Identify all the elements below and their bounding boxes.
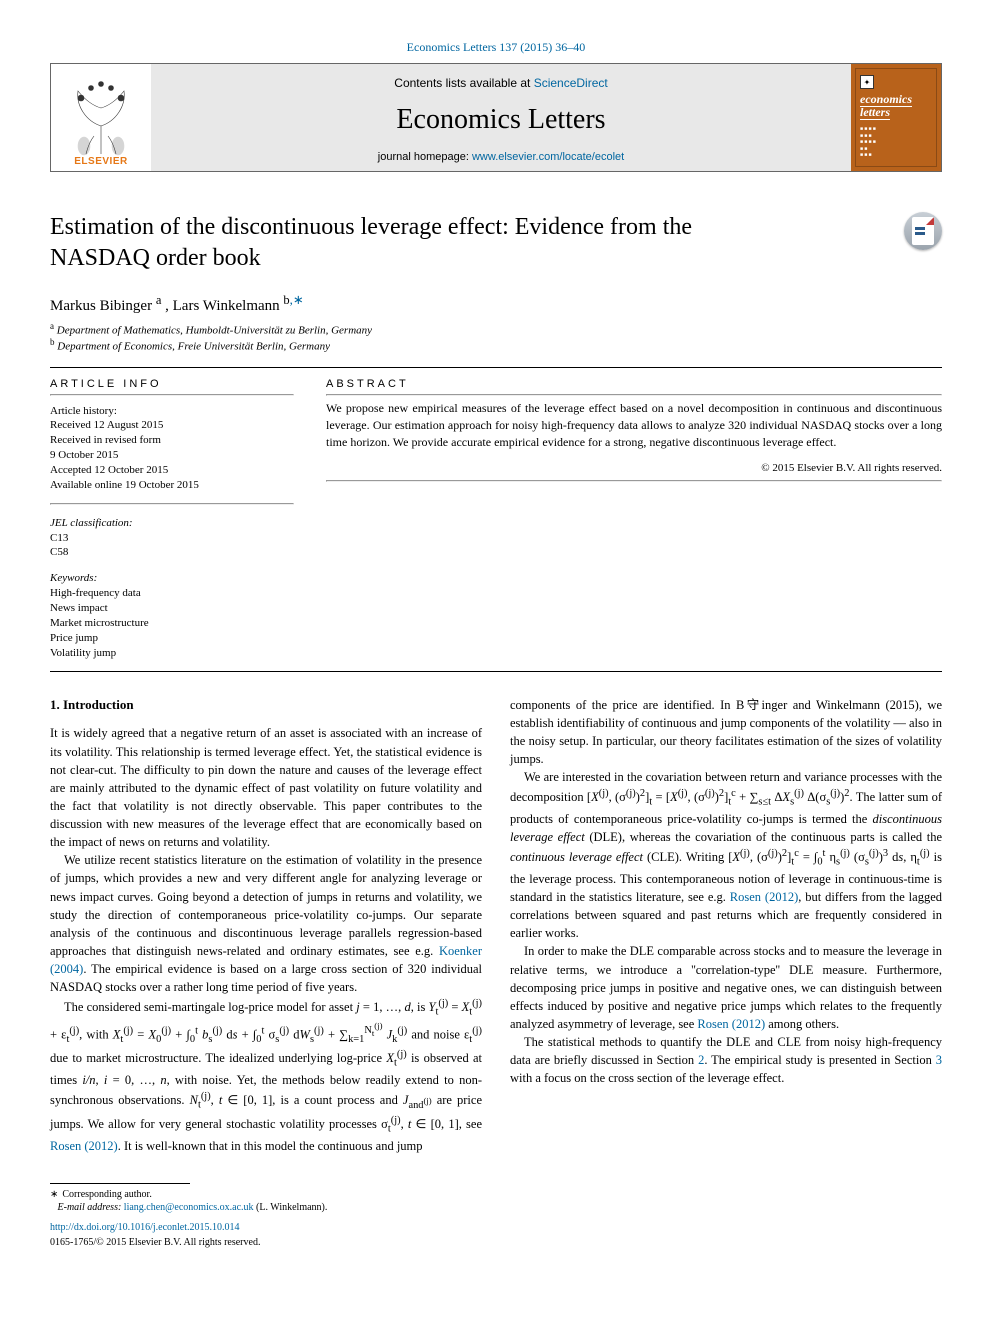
affiliations: a Department of Mathematics, Humboldt-Un… bbox=[50, 321, 942, 352]
corresponding-mark-icon: ,∗ bbox=[290, 292, 304, 307]
footnotes: ∗ Corresponding author. E-mail address: … bbox=[50, 1183, 482, 1250]
affiliation-b: b Department of Economics, Freie Univers… bbox=[50, 337, 942, 353]
para-l2: We utilize recent statistics literature … bbox=[50, 851, 482, 996]
ref-koenker[interactable]: Koenker (2004) bbox=[50, 944, 482, 976]
journal-name: Economics Letters bbox=[396, 104, 605, 136]
abstract-column: ABSTRACT We propose new empirical measur… bbox=[310, 368, 942, 671]
para-l3: The considered semi-martingale log-price… bbox=[50, 996, 482, 1155]
abstract-header: ABSTRACT bbox=[326, 378, 942, 390]
contents-prefix: Contents lists available at bbox=[394, 76, 533, 90]
article-info-column: ARTICLE INFO Article history: Received 1… bbox=[50, 368, 310, 671]
journal-cover-thumb: ✦ economicsletters ■ ■ ■ ■■ ■ ■■ ■ ■ ■■ … bbox=[851, 64, 941, 171]
footnote-email: E-mail address: liang.chen@economics.ox.… bbox=[50, 1201, 482, 1215]
para-l1: It is widely agreed that a negative retu… bbox=[50, 724, 482, 851]
left-column: 1. Introduction It is widely agreed that… bbox=[50, 696, 482, 1250]
elsevier-logo: ELSEVIER bbox=[51, 64, 151, 171]
secref-3[interactable]: 3 bbox=[936, 1053, 942, 1067]
asterisk-icon: ∗ bbox=[50, 1188, 58, 1202]
crossmark-badge[interactable] bbox=[904, 212, 942, 250]
author-1: Markus Bibinger a bbox=[50, 298, 165, 314]
ref-rosen-r2[interactable]: Rosen (2012) bbox=[697, 1017, 765, 1031]
article-info-header: ARTICLE INFO bbox=[50, 378, 294, 390]
journal-header-banner: ELSEVIER Contents lists available at Sci… bbox=[50, 63, 942, 172]
cover-smalltext: ■ ■ ■ ■■ ■ ■■ ■ ■ ■■ ■■ ■ ■ bbox=[860, 127, 932, 160]
homepage-link[interactable]: www.elsevier.com/locate/ecolet bbox=[472, 151, 624, 163]
sciencedirect-link[interactable]: ScienceDirect bbox=[534, 76, 608, 90]
keywords-block: Keywords: High-frequency data News impac… bbox=[50, 572, 294, 660]
cover-stamp-icon: ✦ bbox=[860, 75, 874, 89]
crossmark-icon bbox=[912, 217, 934, 245]
cover-title: economicsletters bbox=[860, 93, 932, 119]
section-1-header: 1. Introduction bbox=[50, 696, 482, 715]
citation-line: Economics Letters 137 (2015) 36–40 bbox=[50, 40, 942, 55]
ref-rosen-l1[interactable]: Rosen (2012) bbox=[50, 1139, 118, 1153]
banner-center: Contents lists available at ScienceDirec… bbox=[151, 64, 851, 171]
abstract-text: We propose new empirical measures of the… bbox=[326, 400, 942, 452]
authors-line: Markus Bibinger a , Lars Winkelmann b,∗ bbox=[50, 292, 942, 315]
article-history: Article history: Received 12 August 2015… bbox=[50, 404, 294, 493]
elsevier-tree-icon bbox=[56, 76, 146, 156]
para-r2: In order to make the DLE comparable acro… bbox=[510, 942, 942, 1033]
homepage-prefix: journal homepage: bbox=[378, 151, 472, 163]
elsevier-wordmark: ELSEVIER bbox=[74, 156, 127, 167]
info-abstract-block: ARTICLE INFO Article history: Received 1… bbox=[50, 367, 942, 672]
homepage-line: journal homepage: www.elsevier.com/locat… bbox=[378, 151, 624, 163]
contents-available-line: Contents lists available at ScienceDirec… bbox=[394, 76, 607, 90]
jel-block: JEL classification: C13 C58 bbox=[50, 517, 294, 561]
para-r0: components of the price are identified. … bbox=[510, 696, 942, 769]
body-columns: 1. Introduction It is widely agreed that… bbox=[50, 696, 942, 1250]
affiliation-a: a Department of Mathematics, Humboldt-Un… bbox=[50, 321, 942, 337]
ref-rosen-r1[interactable]: Rosen (2012) bbox=[730, 890, 798, 904]
para-r3: The statistical methods to quantify the … bbox=[510, 1033, 942, 1087]
paper-title: Estimation of the discontinuous leverage… bbox=[50, 212, 770, 274]
para-r1: We are interested in the covariation bet… bbox=[510, 768, 942, 942]
author-2: Lars Winkelmann b,∗ bbox=[173, 298, 304, 314]
issn-line: 0165-1765/© 2015 Elsevier B.V. All right… bbox=[50, 1236, 482, 1250]
secref-2[interactable]: 2 bbox=[698, 1053, 704, 1067]
doi-link[interactable]: http://dx.doi.org/10.1016/j.econlet.2015… bbox=[50, 1221, 482, 1235]
email-link[interactable]: liang.chen@economics.ox.ac.uk bbox=[124, 1202, 254, 1213]
abstract-copyright: © 2015 Elsevier B.V. All rights reserved… bbox=[326, 462, 942, 474]
right-column: components of the price are identified. … bbox=[510, 696, 942, 1250]
footnote-corresp: ∗ Corresponding author. bbox=[50, 1188, 482, 1202]
